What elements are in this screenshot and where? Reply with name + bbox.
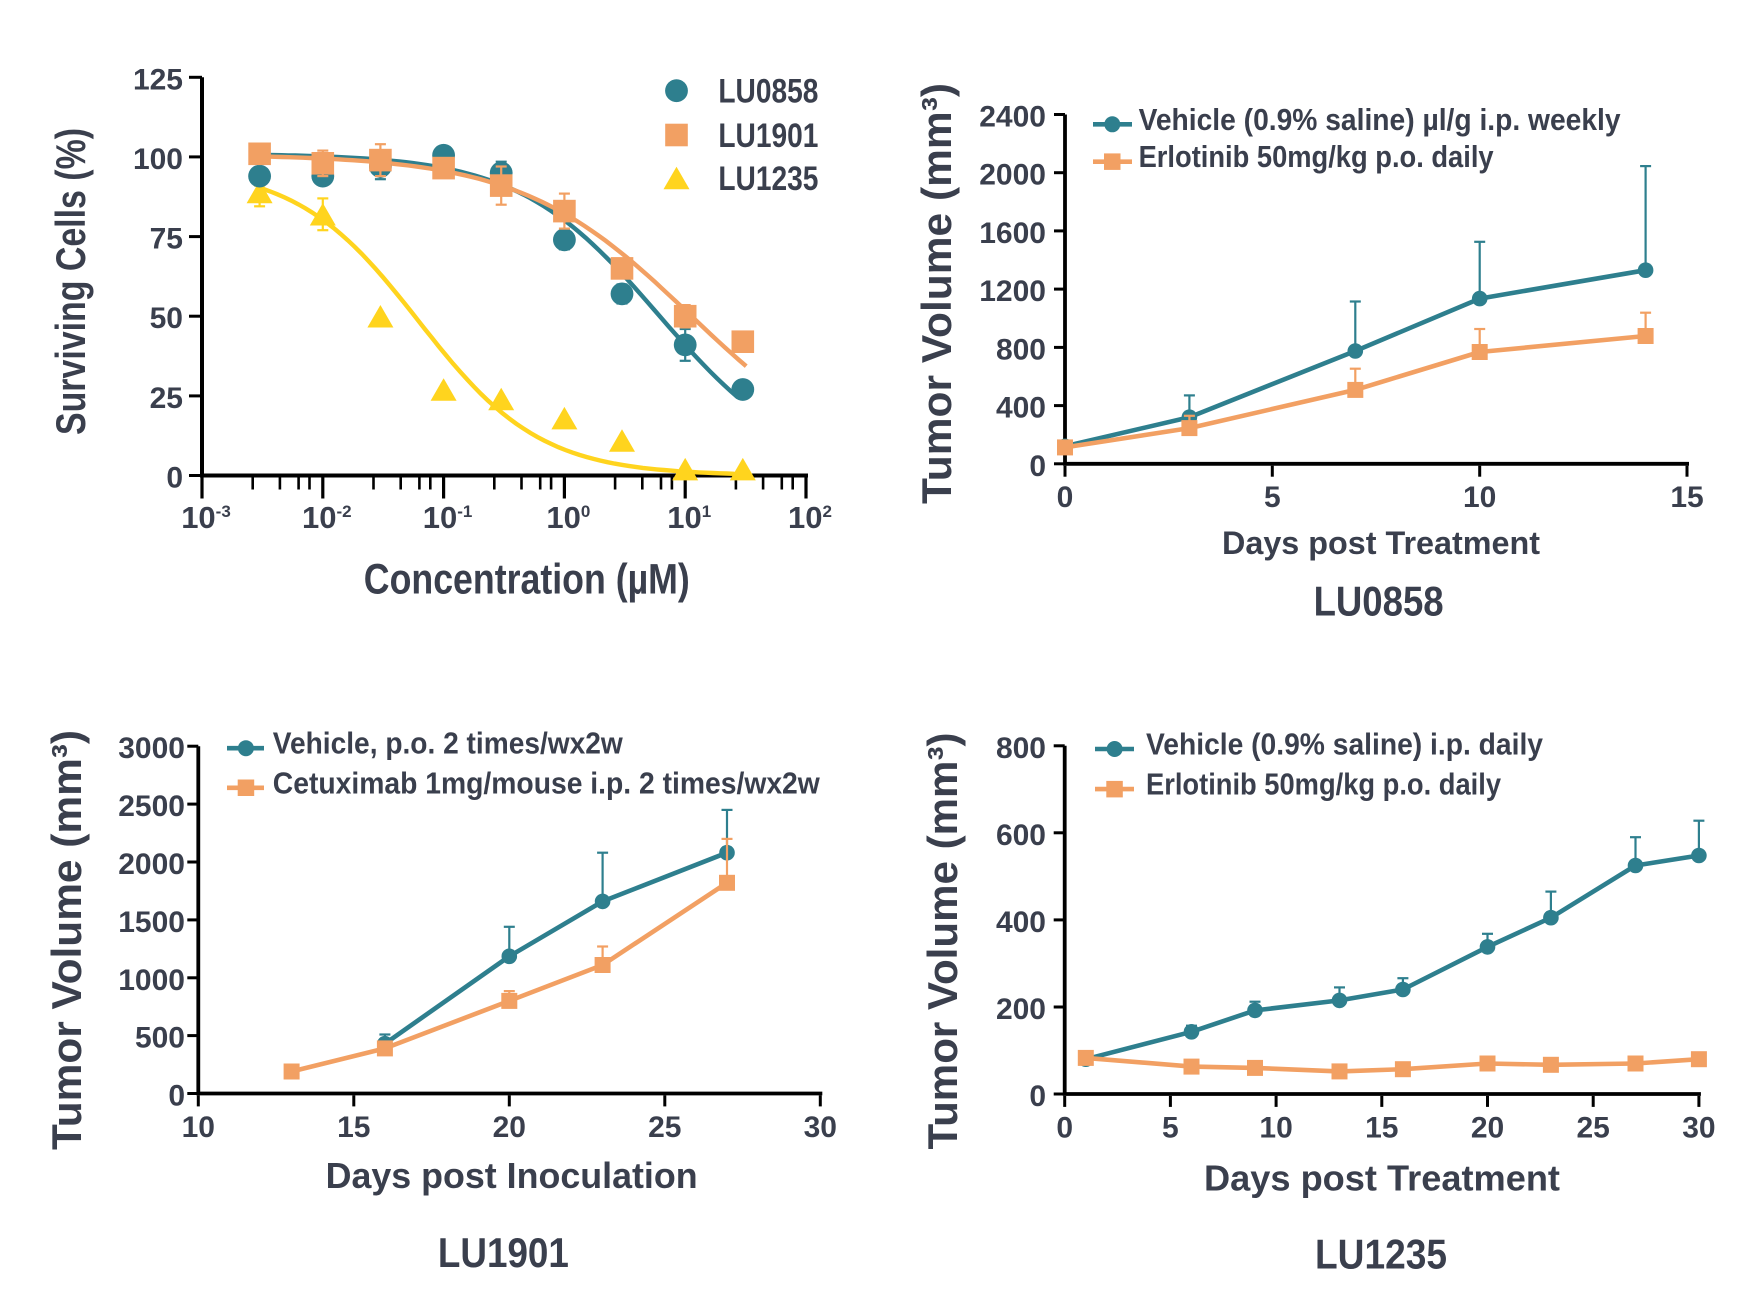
- svg-text:LU1235: LU1235: [1315, 1231, 1447, 1278]
- svg-text:3000: 3000: [118, 732, 185, 765]
- svg-text:Vehicle, p.o. 2 times/wx2w: Vehicle, p.o. 2 times/wx2w: [273, 726, 624, 761]
- svg-text:Days post Treatment: Days post Treatment: [1204, 1158, 1560, 1199]
- svg-text:200: 200: [996, 993, 1046, 1026]
- svg-text:2500: 2500: [118, 790, 185, 823]
- svg-text:Vehicle (0.9% saline) µl/g i.p: Vehicle (0.9% saline) µl/g i.p. weekly: [1139, 102, 1622, 137]
- svg-text:LU1901: LU1901: [718, 117, 818, 155]
- svg-text:Cetuximab 1mg/mouse i.p. 2 tim: Cetuximab 1mg/mouse i.p. 2 times/wx2w: [273, 765, 821, 800]
- svg-text:20: 20: [1471, 1112, 1504, 1145]
- svg-text:10: 10: [1463, 481, 1496, 514]
- svg-text:800: 800: [996, 732, 1046, 765]
- svg-text:1600: 1600: [979, 217, 1046, 250]
- svg-text:30: 30: [1682, 1112, 1715, 1145]
- svg-text:0: 0: [1029, 1080, 1046, 1113]
- svg-text:2000: 2000: [979, 159, 1046, 192]
- svg-text:Days post Treatment: Days post Treatment: [1222, 525, 1540, 561]
- svg-text:Erlotinib 50mg/kg p.o. daily: Erlotinib 50mg/kg p.o. daily: [1139, 139, 1495, 174]
- svg-text:LU1901: LU1901: [438, 1229, 569, 1276]
- svg-text:30: 30: [804, 1111, 837, 1144]
- svg-text:Concentration (µM): Concentration (µM): [364, 556, 690, 604]
- svg-text:0: 0: [1056, 1112, 1073, 1145]
- svg-text:125: 125: [133, 63, 183, 96]
- svg-text:0: 0: [1057, 481, 1074, 514]
- svg-text:20: 20: [493, 1111, 526, 1144]
- svg-text:Days post Inoculation: Days post Inoculation: [326, 1155, 698, 1196]
- svg-text:25: 25: [1577, 1112, 1610, 1145]
- svg-text:101: 101: [667, 500, 711, 535]
- svg-text:10-3: 10-3: [181, 500, 231, 535]
- svg-text:Tumor Volume (mm³): Tumor Volume (mm³): [919, 733, 966, 1150]
- svg-text:2400: 2400: [979, 101, 1046, 134]
- svg-text:1500: 1500: [118, 906, 185, 939]
- svg-text:10: 10: [182, 1111, 215, 1144]
- svg-text:Tumor Volume (mm³): Tumor Volume (mm³): [43, 730, 90, 1150]
- svg-text:100: 100: [133, 143, 183, 176]
- svg-text:10: 10: [1259, 1112, 1292, 1145]
- svg-text:400: 400: [996, 906, 1046, 939]
- svg-text:15: 15: [337, 1111, 370, 1144]
- svg-text:LU0858: LU0858: [1314, 578, 1444, 625]
- svg-text:LU1235: LU1235: [718, 160, 818, 198]
- svg-text:2000: 2000: [118, 848, 185, 881]
- svg-text:500: 500: [135, 1022, 185, 1055]
- svg-text:5: 5: [1264, 481, 1281, 514]
- svg-text:5: 5: [1162, 1112, 1179, 1145]
- svg-text:102: 102: [788, 500, 832, 535]
- svg-text:1200: 1200: [979, 275, 1046, 308]
- svg-text:Erlotinib 50mg/kg p.o. daily: Erlotinib 50mg/kg p.o. daily: [1146, 767, 1502, 802]
- svg-text:25: 25: [648, 1111, 681, 1144]
- svg-text:Tumor Volume (mm³): Tumor Volume (mm³): [913, 83, 960, 504]
- svg-text:25: 25: [150, 382, 183, 415]
- svg-text:100: 100: [546, 500, 590, 535]
- svg-text:1000: 1000: [118, 964, 185, 997]
- svg-text:400: 400: [996, 392, 1046, 425]
- svg-text:15: 15: [1365, 1112, 1398, 1145]
- svg-text:600: 600: [996, 819, 1046, 852]
- svg-text:0: 0: [166, 462, 183, 495]
- svg-text:0: 0: [1029, 450, 1046, 483]
- svg-text:0: 0: [168, 1080, 185, 1113]
- svg-text:800: 800: [996, 333, 1046, 366]
- svg-text:10-1: 10-1: [423, 500, 473, 535]
- svg-text:10-2: 10-2: [302, 500, 352, 535]
- svg-text:LU0858: LU0858: [718, 73, 818, 111]
- svg-text:50: 50: [150, 302, 183, 335]
- svg-text:15: 15: [1670, 481, 1703, 514]
- svg-text:Surviving Cells (%): Surviving Cells (%): [47, 128, 94, 435]
- svg-text:Vehicle (0.9% saline) i.p. dai: Vehicle (0.9% saline) i.p. daily: [1146, 727, 1544, 762]
- svg-text:75: 75: [150, 223, 183, 256]
